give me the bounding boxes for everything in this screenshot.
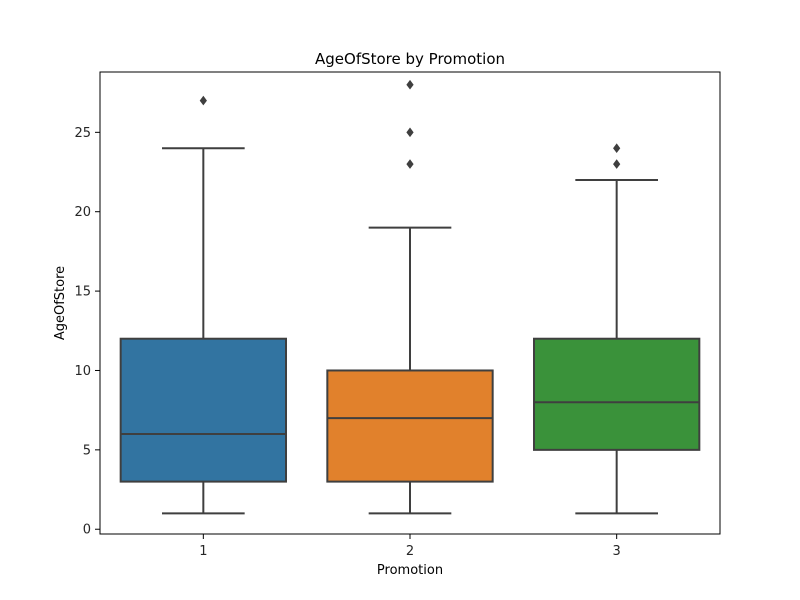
x-axis-label: Promotion <box>377 563 443 578</box>
y-tick-label: 20 <box>74 205 91 220</box>
x-tick-label: 3 <box>613 544 621 559</box>
iqr-box <box>326 369 494 483</box>
chart-title: AgeOfStore by Promotion <box>315 50 505 68</box>
y-tick-label: 25 <box>74 126 91 141</box>
x-tick-label: 1 <box>199 544 207 559</box>
iqr-box <box>119 337 287 483</box>
outlier-point <box>406 127 414 138</box>
iqr-box <box>533 337 701 451</box>
outlier-point <box>613 143 621 154</box>
y-tick-label: 0 <box>83 523 91 538</box>
box-group-1 <box>119 95 287 515</box>
box-group-2 <box>326 79 494 515</box>
y-axis: 0 5 10 15 20 25 <box>74 126 100 538</box>
outlier-point <box>199 95 207 106</box>
y-tick-label: 5 <box>83 443 91 458</box>
x-axis: 1 2 3 <box>199 534 621 559</box>
y-tick-label: 15 <box>74 285 91 300</box>
outlier-point <box>613 159 621 169</box>
outlier-point <box>406 79 414 90</box>
outlier-point <box>406 159 414 169</box>
x-tick-label: 2 <box>406 544 414 559</box>
box-group-3 <box>533 143 701 515</box>
y-axis-label: AgeOfStore <box>53 266 68 340</box>
y-tick-label: 10 <box>74 364 91 379</box>
plot-area <box>119 79 701 515</box>
